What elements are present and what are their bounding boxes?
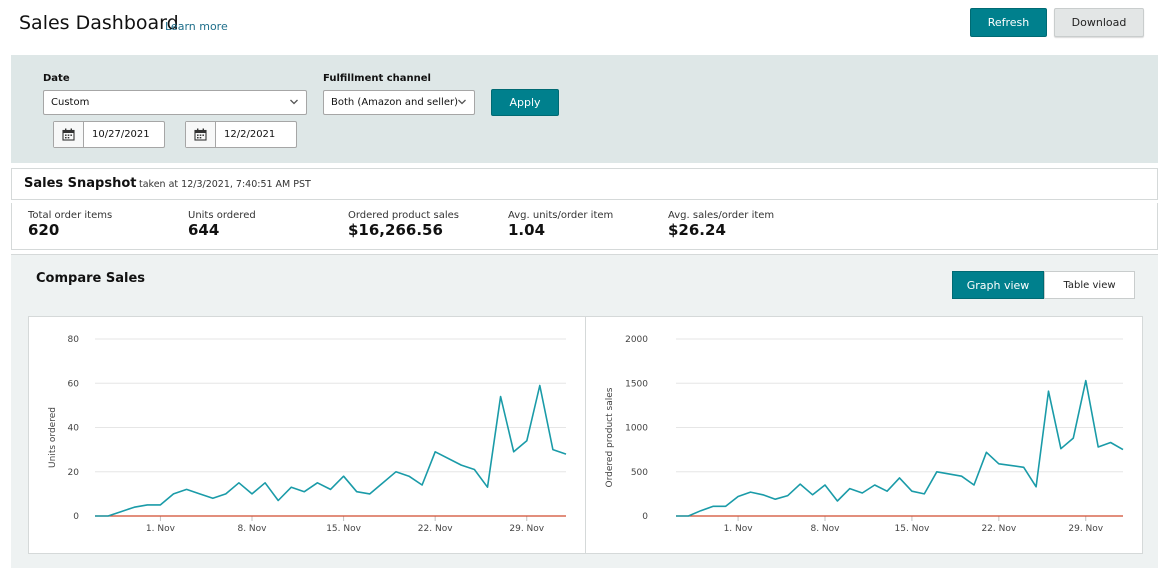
y-tick-label: 80 — [68, 335, 80, 345]
ordered-product-sales-chart: 0 500 1000 1500 2000 1. Nov 8. Nov 15. Nov 22. N… — [605, 335, 1124, 534]
x-tick-label: 8. Nov — [810, 524, 840, 534]
y-tick-label: 60 — [68, 379, 80, 389]
series-line — [676, 379, 1124, 517]
metric-value: 620 — [28, 221, 60, 239]
page-title: Sales Dashboard — [19, 12, 179, 34]
fulfillment-channel-select[interactable]: Both (Amazon and seller) — [323, 90, 475, 115]
metric-avg-units-per-order-item: Avg. units/order item 1.04 — [508, 210, 613, 239]
metric-total-order-items: Total order items 620 — [28, 210, 112, 239]
chevron-down-icon — [289, 97, 299, 110]
y-tick-label: 500 — [631, 468, 648, 478]
metric-label: Avg. sales/order item — [668, 210, 775, 221]
x-tick-label: 22. Nov — [418, 524, 453, 534]
snapshot-timestamp: taken at 12/3/2021, 7:40:51 AM PST — [139, 179, 311, 190]
learn-more-link[interactable]: Learn more — [165, 20, 228, 33]
apply-button[interactable]: Apply — [491, 89, 559, 116]
metric-label: Units ordered — [188, 210, 256, 221]
date-label: Date — [43, 73, 70, 84]
metric-value: 1.04 — [508, 221, 546, 239]
date-range-select[interactable]: Custom — [43, 90, 307, 115]
y-tick-label: 0 — [642, 512, 648, 522]
metric-value: $26.24 — [668, 221, 726, 239]
x-tick-label: 8. Nov — [237, 524, 267, 534]
x-tick-label: 15. Nov — [895, 524, 930, 534]
channel-label: Fulfillment channel — [323, 73, 431, 84]
channel-value: Both (Amazon and seller) — [331, 97, 458, 108]
graph-view-tab[interactable]: Graph view — [952, 271, 1044, 299]
chart-divider — [585, 317, 586, 553]
start-date-value: 10/27/2021 — [92, 129, 150, 140]
table-view-tab[interactable]: Table view — [1044, 271, 1135, 299]
refresh-button[interactable]: Refresh — [970, 8, 1047, 37]
snapshot-header — [11, 168, 1158, 200]
series-line — [95, 384, 567, 517]
calendar-icon[interactable] — [54, 122, 84, 147]
download-button[interactable]: Download — [1054, 8, 1144, 37]
y-tick-label: 20 — [68, 468, 80, 478]
metric-units-ordered: Units ordered 644 — [188, 210, 256, 239]
metric-avg-sales-per-order-item: Avg. sales/order item $26.24 — [668, 210, 774, 239]
metric-label: Total order items — [28, 210, 113, 221]
y-tick-label: 2000 — [625, 335, 648, 345]
metric-label: Avg. units/order item — [508, 210, 614, 221]
metric-value: 644 — [188, 221, 220, 239]
metric-value: $16,266.56 — [348, 221, 443, 239]
chevron-down-icon — [457, 97, 467, 110]
units-ordered-chart: 0 20 40 60 80 1. Nov 8. Nov 15. Nov 22. Nov 29. N… — [48, 335, 567, 534]
y-tick-label: 0 — [73, 512, 79, 522]
metric-ordered-product-sales: Ordered product sales $16,266.56 — [348, 210, 459, 239]
calendar-icon[interactable] — [186, 122, 216, 147]
metric-label: Ordered product sales — [348, 210, 459, 221]
start-date-field[interactable]: 10/27/2021 — [53, 121, 165, 148]
date-range-value: Custom — [51, 97, 90, 108]
x-tick-label: 29. Nov — [509, 524, 544, 534]
x-tick-label: 1. Nov — [724, 524, 754, 534]
end-date-field[interactable]: 12/2/2021 — [185, 121, 297, 148]
y-tick-label: 1000 — [625, 424, 648, 434]
snapshot-title: Sales Snapshot — [24, 176, 137, 191]
y-tick-label: 40 — [68, 424, 80, 434]
snapshot-metrics — [11, 203, 1158, 250]
y-axis-label: Ordered product sales — [605, 387, 615, 487]
x-tick-label: 15. Nov — [326, 524, 361, 534]
compare-sales-title: Compare Sales — [36, 271, 145, 286]
y-tick-label: 1500 — [625, 379, 648, 389]
x-tick-label: 22. Nov — [981, 524, 1016, 534]
end-date-value: 12/2/2021 — [224, 129, 276, 140]
y-axis-label: Units ordered — [48, 407, 58, 468]
x-tick-label: 29. Nov — [1068, 524, 1103, 534]
x-tick-label: 1. Nov — [146, 524, 176, 534]
